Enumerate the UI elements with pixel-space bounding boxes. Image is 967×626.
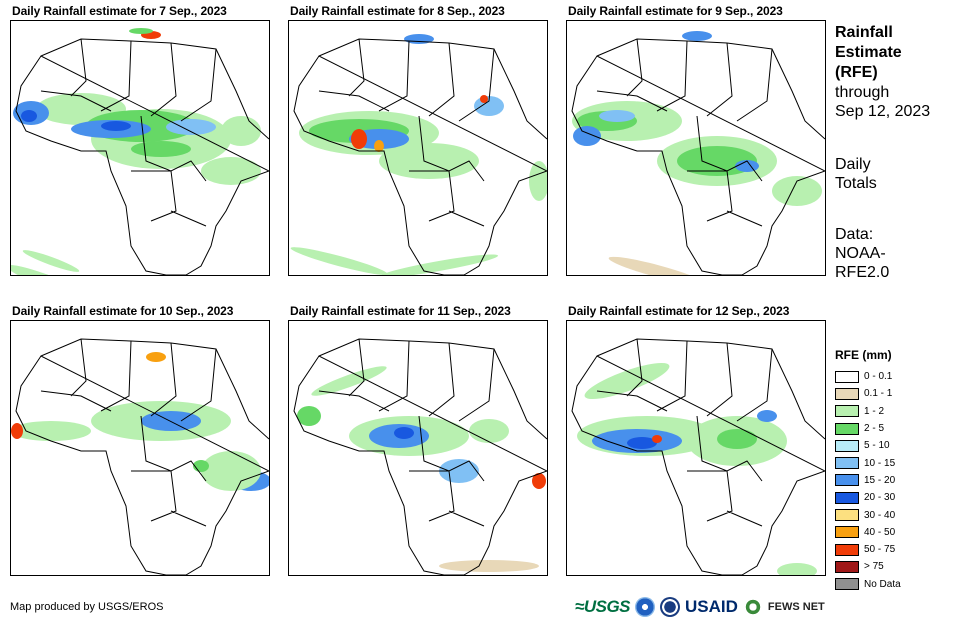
legend-swatch: [835, 560, 859, 573]
legend-row: 40 - 50: [835, 524, 901, 541]
usaid-seal-icon: [660, 597, 681, 617]
legend-row: 30 - 40: [835, 506, 901, 523]
rainfall-map-panel: Daily Rainfall estimate for 9 Sep., 2023: [566, 4, 826, 276]
legend-swatch: [835, 405, 859, 418]
panel-title: Daily Rainfall estimate for 11 Sep., 202…: [290, 304, 511, 318]
country-borders: [571, 338, 825, 575]
legend-swatch: [835, 457, 859, 470]
map-title-line: Estimate: [835, 44, 902, 61]
legend-swatch: [835, 543, 859, 556]
legend-row: 2 - 5: [835, 420, 901, 437]
legend-row: 10 - 15: [835, 454, 901, 471]
panel-title: Daily Rainfall estimate for 7 Sep., 2023: [12, 4, 227, 18]
legend-swatch: [835, 422, 859, 435]
side-info: Rainfall Estimate (RFE) through Sep 12, …: [835, 23, 960, 282]
rainfall-map-panel: Daily Rainfall estimate for 12 Sep., 202…: [566, 304, 826, 576]
country-borders: [15, 338, 269, 575]
legend-label: 1 - 2: [864, 405, 885, 417]
legend-label: 30 - 40: [864, 509, 896, 521]
rainfall-map[interactable]: [566, 320, 826, 576]
panel-title: Daily Rainfall estimate for 9 Sep., 2023: [568, 4, 783, 18]
rainfall-map-panel: Daily Rainfall estimate for 8 Sep., 2023: [288, 4, 548, 276]
rainfall-patches: [297, 366, 546, 572]
legend-swatch: [835, 526, 859, 539]
usgs-logo: ≈USGS: [575, 597, 631, 616]
legend-swatch: [835, 370, 859, 383]
legend-label: > 75: [864, 561, 884, 573]
rainfall-map[interactable]: [10, 20, 270, 276]
legend-label: 20 - 30: [864, 492, 896, 504]
credit-text: Map produced by USGS/EROS: [10, 601, 164, 613]
legend-row: 50 - 75: [835, 541, 901, 558]
country-borders: [293, 338, 547, 575]
legend-swatch: [835, 387, 859, 400]
rainfall-map[interactable]: [10, 320, 270, 576]
legend-label: 10 - 15: [864, 457, 896, 469]
legend-row: No Data: [835, 576, 901, 593]
totals-line: Daily: [835, 156, 871, 173]
rainfall-map-panel: Daily Rainfall estimate for 11 Sep., 202…: [288, 304, 548, 576]
map-title-line: (RFE): [835, 64, 878, 81]
rainfall-map[interactable]: [566, 20, 826, 276]
rainfall-patches: [11, 28, 261, 275]
data-source-line: RFE2.0: [835, 264, 890, 281]
legend-row: 0 - 0.1: [835, 368, 901, 385]
legend-row: > 75: [835, 558, 901, 575]
legend-label: 0 - 0.1: [864, 371, 893, 383]
rainfall-patches: [577, 362, 817, 575]
fews-net-icon: [742, 597, 763, 617]
rainfall-map-panel: Daily Rainfall estimate for 7 Sep., 2023: [10, 4, 270, 276]
rainfall-patches: [11, 352, 269, 491]
legend-row: 1 - 2: [835, 403, 901, 420]
country-borders: [293, 38, 547, 275]
rainfall-patches: [572, 31, 822, 275]
fews-net-logo: FEWS NET: [767, 601, 825, 613]
legend-row: 15 - 20: [835, 472, 901, 489]
legend-row: 20 - 30: [835, 489, 901, 506]
rainfall-map-panel: Daily Rainfall estimate for 10 Sep., 202…: [10, 304, 270, 576]
logo-strip: ≈USGS USAID FEWS NET: [575, 594, 825, 620]
legend: RFE (mm) 0 - 0.1 0.1 - 1 1 - 2 2 - 5 5 - 10 1…: [835, 348, 901, 593]
through-date: Sep 12, 2023: [835, 103, 931, 120]
noaa-logo-icon: [635, 597, 656, 617]
rainfall-patches: [290, 34, 547, 275]
data-source-line: NOAA-: [835, 245, 886, 262]
legend-label: 40 - 50: [864, 526, 896, 538]
legend-swatch: [835, 474, 859, 487]
usaid-logo: USAID: [685, 597, 738, 616]
legend-swatch: [835, 509, 859, 522]
map-title-line: Rainfall: [835, 24, 893, 41]
legend-row: 5 - 10: [835, 437, 901, 454]
rainfall-map[interactable]: [288, 20, 548, 276]
legend-label: 0.1 - 1: [864, 388, 893, 400]
legend-label: No Data: [864, 578, 901, 590]
legend-label: 15 - 20: [864, 474, 896, 486]
country-borders: [15, 38, 269, 275]
legend-label: 5 - 10: [864, 440, 890, 452]
country-borders: [571, 38, 825, 275]
legend-label: 50 - 75: [864, 544, 896, 556]
legend-swatch: [835, 439, 859, 452]
data-source-line: Data:: [835, 226, 874, 243]
panel-title: Daily Rainfall estimate for 10 Sep., 202…: [12, 304, 234, 318]
totals-line: Totals: [835, 175, 877, 192]
rainfall-map[interactable]: [288, 320, 548, 576]
through-label: through: [835, 84, 890, 101]
legend-swatch: [835, 491, 859, 504]
panel-title: Daily Rainfall estimate for 12 Sep., 202…: [568, 304, 790, 318]
legend-title: RFE (mm): [835, 348, 892, 362]
panel-title: Daily Rainfall estimate for 8 Sep., 2023: [290, 4, 505, 18]
legend-swatch: [835, 578, 859, 591]
legend-row: 0.1 - 1: [835, 385, 901, 402]
legend-label: 2 - 5: [864, 423, 885, 435]
